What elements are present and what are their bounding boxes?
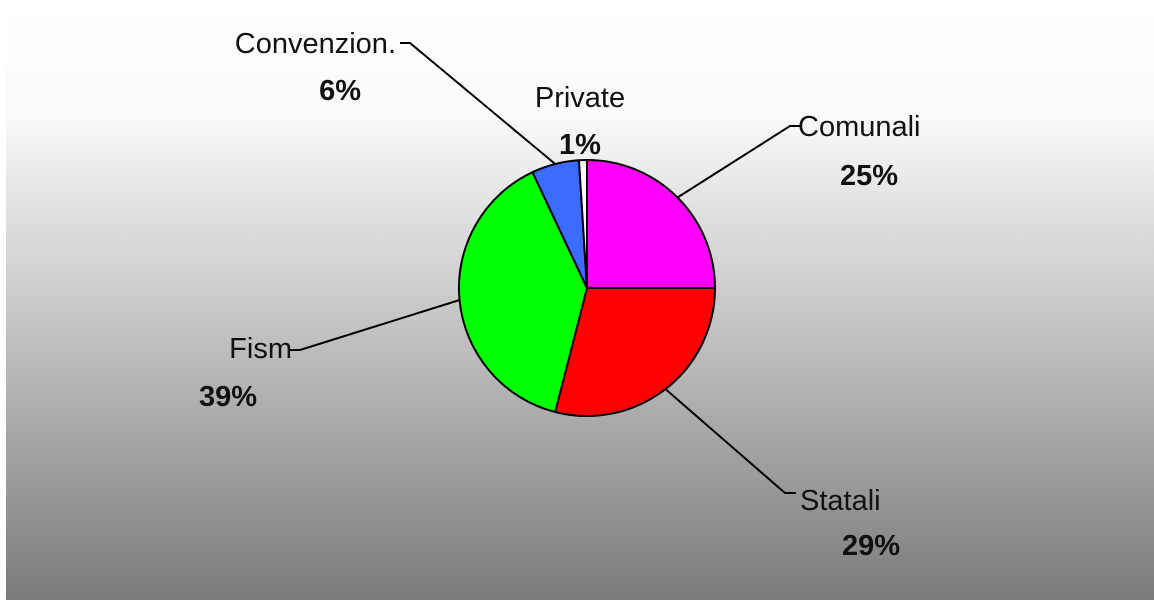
leader-line-convenzion — [400, 42, 556, 165]
slice-label-private: Private — [535, 82, 625, 114]
slice-value-fism: 39% — [199, 381, 257, 413]
slice-label-statali: Statali — [800, 485, 881, 517]
slice-labels: Comunali 25% Statali 29% Fism 39% Convenzion. 6… — [199, 28, 921, 562]
leader-lines — [290, 42, 800, 494]
slice-value-private: 1% — [559, 129, 601, 161]
slice-value-statali: 29% — [842, 530, 900, 562]
slice-value-convenzion: 6% — [319, 75, 361, 107]
slice-label-convenzion: Convenzion. — [235, 28, 396, 60]
pie-slice-private — [577, 158, 588, 289]
leader-line-fism — [290, 299, 460, 351]
slice-label-comunali: Comunali — [798, 111, 921, 143]
leader-line-comunali — [676, 125, 800, 199]
pie-slice-statali — [554, 287, 716, 417]
slice-label-fism: Fism — [229, 333, 292, 365]
slice-value-comunali: 25% — [840, 160, 898, 192]
leader-line-statali — [664, 388, 796, 494]
pie-slices — [458, 158, 716, 417]
